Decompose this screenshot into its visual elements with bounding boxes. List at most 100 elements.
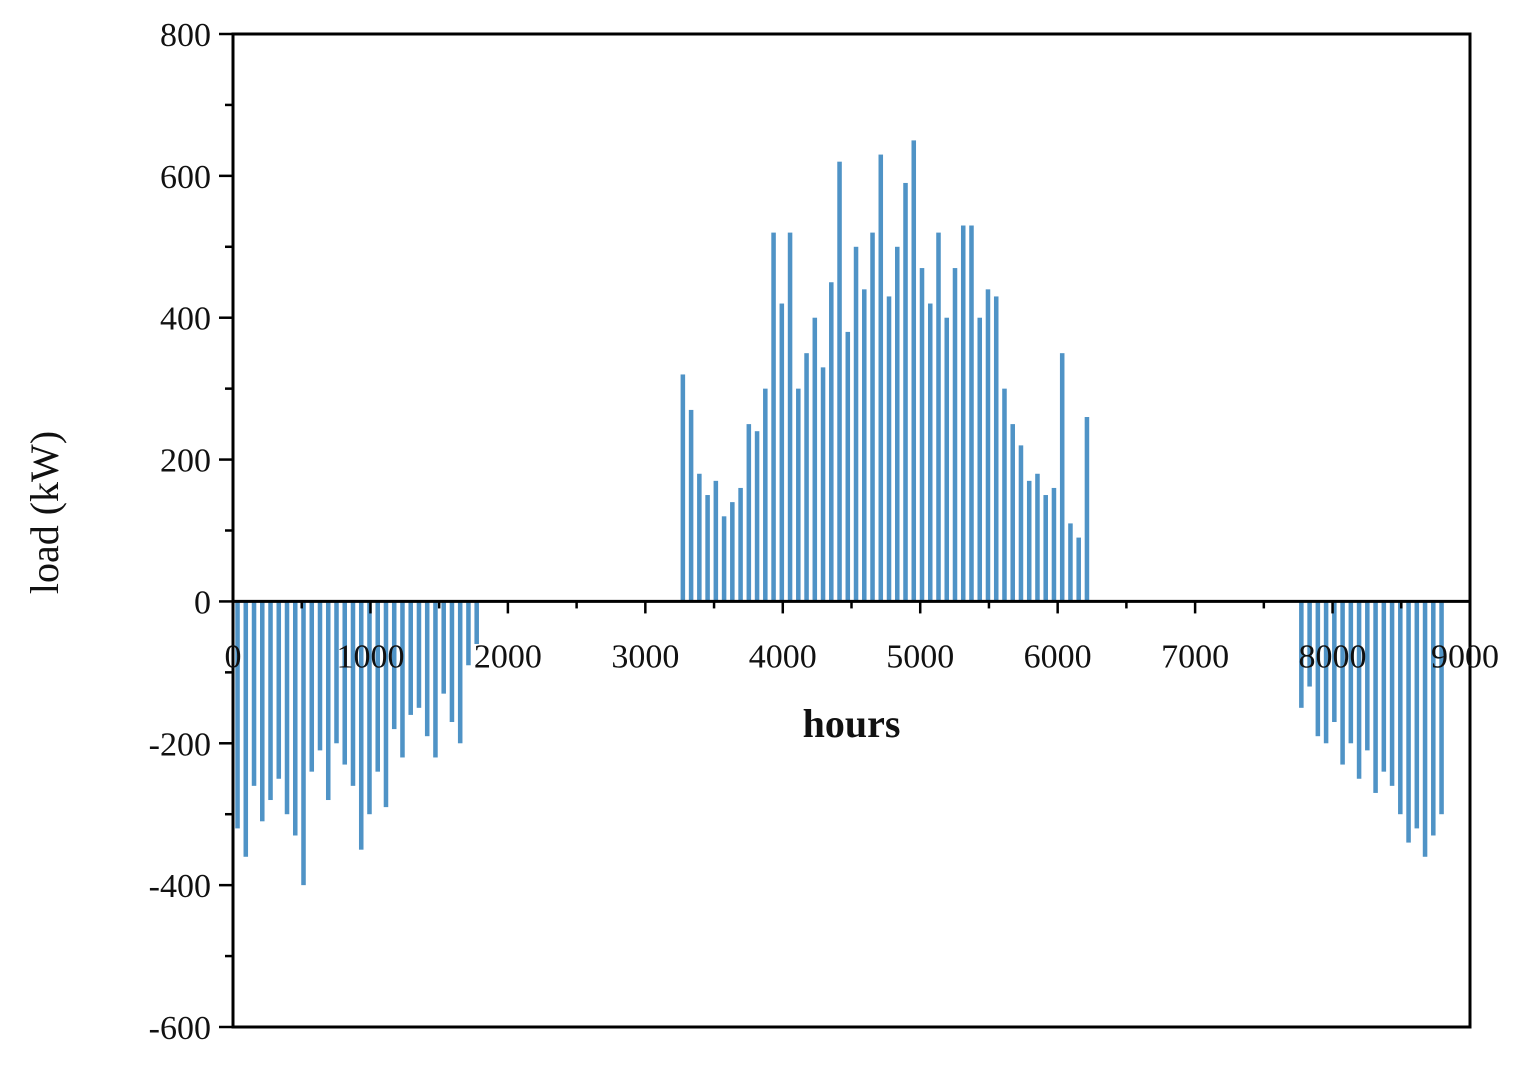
- x-tick-label: 2000: [474, 638, 542, 675]
- y-tick-label: 800: [160, 17, 211, 54]
- bar: [1431, 601, 1436, 836]
- bar: [367, 601, 372, 815]
- bar: [705, 495, 710, 602]
- bar: [903, 182, 908, 602]
- bar: [466, 601, 471, 666]
- y-tick-label: -400: [149, 868, 211, 905]
- bars-group: [235, 140, 1444, 886]
- bar: [1307, 601, 1312, 687]
- bar: [309, 601, 315, 772]
- bar: [400, 601, 405, 758]
- bar: [969, 225, 974, 602]
- bar: [936, 232, 941, 602]
- bar: [1389, 601, 1395, 786]
- bar: [235, 601, 240, 829]
- bar: [688, 409, 694, 602]
- bar: [408, 601, 413, 715]
- bar: [886, 296, 892, 602]
- bar: [829, 282, 834, 602]
- bar: [292, 601, 298, 836]
- bar: [342, 601, 348, 765]
- bar: [1035, 473, 1040, 602]
- bar: [375, 601, 380, 772]
- plot-frame: [231, 32, 1472, 1029]
- bar: [820, 367, 826, 602]
- bar: [763, 388, 768, 602]
- bar: [1332, 601, 1337, 723]
- bar: [1323, 601, 1329, 744]
- bar: [1299, 601, 1304, 708]
- bar: [358, 601, 364, 850]
- bar: [317, 601, 323, 751]
- bar: [911, 140, 917, 602]
- bar: [284, 601, 290, 815]
- bar: [944, 317, 950, 602]
- y-tick-label: -200: [149, 726, 211, 763]
- bar: [1373, 601, 1378, 793]
- x-axis: 0 1000 2000 3000 4000 5000 6000 7000 8000 9000: [225, 601, 1499, 675]
- y-tick-label: 200: [160, 443, 211, 480]
- y-axis-title: load (kW): [22, 431, 67, 594]
- bar: [993, 296, 999, 602]
- bar: [1010, 424, 1015, 602]
- bar: [391, 601, 397, 730]
- bar: [697, 473, 702, 602]
- bar: [1422, 601, 1428, 857]
- bar: [457, 601, 463, 744]
- bar: [787, 232, 793, 602]
- x-tick-label: 4000: [749, 638, 817, 675]
- bar: [416, 601, 422, 708]
- bar: [243, 601, 249, 857]
- bar: [977, 317, 983, 602]
- bar: [862, 289, 867, 602]
- bar: [1365, 601, 1370, 751]
- bar: [985, 289, 991, 602]
- bar: [1381, 601, 1387, 772]
- bar: [771, 232, 776, 602]
- bar: [952, 268, 958, 602]
- x-tick-label: 1000: [336, 638, 404, 675]
- bar: [804, 353, 809, 602]
- x-tick-label: 5000: [886, 638, 954, 675]
- bar: [325, 601, 331, 801]
- bar: [870, 232, 875, 602]
- bar: [276, 601, 282, 779]
- bar: [812, 317, 818, 602]
- bar: [1414, 601, 1420, 829]
- bar: [1068, 523, 1073, 602]
- bar: [268, 601, 273, 801]
- bar: [779, 303, 785, 602]
- bar: [1315, 601, 1321, 737]
- bar: [1398, 601, 1403, 815]
- bar: [433, 601, 438, 758]
- bar: [1059, 353, 1065, 602]
- bar: [1406, 601, 1411, 843]
- bar: [960, 225, 966, 602]
- bar: [746, 424, 752, 602]
- bar: [853, 246, 859, 602]
- x-tick-label: 8000: [1299, 638, 1367, 675]
- y-axis: 800 600 400 200 0 -200 -400 -600: [149, 17, 233, 1047]
- bar: [1026, 480, 1032, 602]
- bar: [754, 431, 760, 602]
- bar: [837, 161, 842, 602]
- bar: [474, 601, 479, 644]
- bar: [721, 516, 727, 602]
- bar: [1348, 601, 1354, 744]
- x-tick-label: 3000: [611, 638, 679, 675]
- x-axis-title: hours: [803, 701, 901, 746]
- bar: [350, 601, 356, 786]
- bar: [1356, 601, 1362, 779]
- bar: [927, 303, 933, 602]
- x-tick-label: 7000: [1161, 638, 1229, 675]
- bar: [738, 487, 743, 602]
- bar: [1002, 388, 1007, 602]
- bar: [1084, 417, 1090, 602]
- bar: [730, 502, 735, 602]
- y-tick-label: 600: [160, 159, 211, 196]
- bar: [878, 154, 884, 602]
- bar: [260, 601, 265, 822]
- y-tick-label: 0: [194, 584, 211, 621]
- bar: [845, 331, 851, 602]
